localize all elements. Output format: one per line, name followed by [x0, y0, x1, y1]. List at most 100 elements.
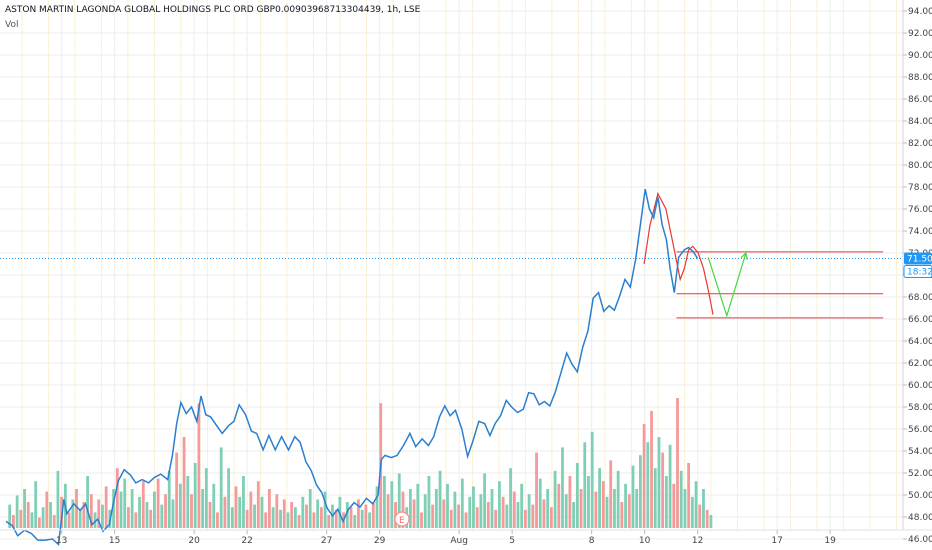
volume-bar [71, 499, 75, 528]
volume-bar [464, 512, 468, 528]
volume-bar [438, 470, 442, 528]
volume-bar [457, 504, 461, 528]
volume-bar [49, 502, 52, 528]
volume-bar [538, 478, 542, 528]
volume-bar [664, 476, 668, 528]
time-axis[interactable]: 13 15 20 22 27 29 Aug 5 8 10 12 17 19 [56, 530, 836, 546]
time-axis-label: 27 [321, 536, 332, 546]
volume-bar [627, 494, 631, 528]
price-axis-label: 92.00 [908, 29, 932, 39]
price-line-series [5, 189, 699, 547]
volume-bar [687, 463, 691, 528]
volume-bar [115, 468, 119, 528]
price-axis-label: 88.00 [908, 73, 932, 83]
volume-bar [616, 470, 620, 528]
price-tag: 71.50 18:32 [903, 252, 932, 278]
volume-bar [512, 491, 516, 528]
volume-bar [620, 502, 624, 528]
volume-bar [475, 507, 479, 528]
volume-bar [8, 504, 12, 528]
volume-bar [15, 495, 19, 528]
price-axis[interactable]: 94.00 92.00 90.00 88.00 86.00 84.00 82.00 80.00… [903, 7, 932, 550]
volume-bar [431, 504, 435, 528]
volume-bar [227, 468, 230, 528]
volume-bar [201, 489, 205, 528]
earnings-marker-label: E [399, 516, 405, 526]
volume-bar [549, 507, 553, 528]
volume-bar [605, 496, 609, 528]
volume-bar [78, 509, 82, 528]
projection-green-arrow [707, 251, 748, 318]
volume-bar [646, 442, 650, 528]
volume-bar [249, 491, 253, 528]
volume-bar [412, 499, 416, 528]
volume-bar [45, 491, 49, 528]
volume-bar [134, 512, 138, 528]
volume-bar [420, 512, 423, 528]
volume-bar [171, 499, 175, 528]
volume-bar [41, 507, 45, 528]
volume-bar [416, 483, 420, 528]
volume-bar [282, 499, 286, 528]
price-axis-label: 50.00 [908, 491, 932, 501]
volume-bar [642, 424, 646, 528]
volume-bar [112, 489, 115, 528]
volume-indicator-label[interactable]: Vol [5, 20, 19, 30]
volume-bar [483, 473, 486, 528]
volume-bar [319, 507, 323, 528]
projection-red-curve [643, 191, 714, 315]
volume-bar [542, 499, 546, 528]
volume-bar [305, 504, 308, 528]
volume-bar [182, 437, 186, 528]
price-axis-label: 62.00 [908, 359, 932, 369]
volume-bar [661, 452, 665, 528]
volume-bar [86, 476, 90, 528]
volume-bar [494, 509, 498, 528]
projection-levels [676, 251, 884, 319]
volume-bar [160, 504, 164, 528]
volume-bar [219, 447, 223, 528]
price-axis-label: 90.00 [908, 51, 932, 61]
volume-bar [709, 515, 713, 528]
volume-bar [613, 489, 616, 528]
earnings-marker-circle[interactable] [394, 511, 410, 527]
volume-bar [264, 512, 268, 528]
volume-bar [386, 494, 390, 528]
price-axis-label: 66.00 [908, 315, 932, 325]
earnings-event-marker[interactable]: E [394, 511, 410, 527]
countdown-tag-value: 18:32 [907, 268, 932, 278]
price-axis-label: 56.00 [908, 425, 932, 435]
volume-bar [635, 489, 639, 528]
volume-bar [316, 499, 320, 528]
price-axis-label: 46.00 [908, 535, 932, 545]
volume-bar [52, 515, 56, 528]
volume-bar [353, 515, 357, 528]
volume-bar [349, 507, 353, 528]
volume-bar [535, 452, 538, 528]
volume-bar [271, 507, 275, 528]
volume-bar [308, 489, 312, 528]
volume-bar [498, 481, 501, 528]
volume-bar [19, 509, 23, 528]
volume-bar [178, 483, 182, 528]
volume-bar [479, 494, 483, 528]
volume-bar [93, 512, 97, 528]
volume-bar [501, 496, 505, 528]
volume-bar [26, 502, 30, 528]
price-axis-label: 68.00 [908, 293, 932, 303]
volume-bar [156, 478, 160, 528]
volume-bar [275, 494, 279, 528]
volume-bar [639, 455, 642, 528]
volume-bar [390, 481, 394, 528]
volume-bar [34, 481, 38, 528]
projection-green-path[interactable] [707, 252, 747, 318]
volume-bar [631, 465, 635, 528]
volume-bar [676, 398, 679, 528]
volume-bar [293, 507, 297, 528]
volume-bar [705, 509, 709, 528]
volume-bar [590, 431, 594, 528]
price-axis-label: 80.00 [908, 161, 932, 171]
time-axis-label: 10 [639, 536, 651, 546]
